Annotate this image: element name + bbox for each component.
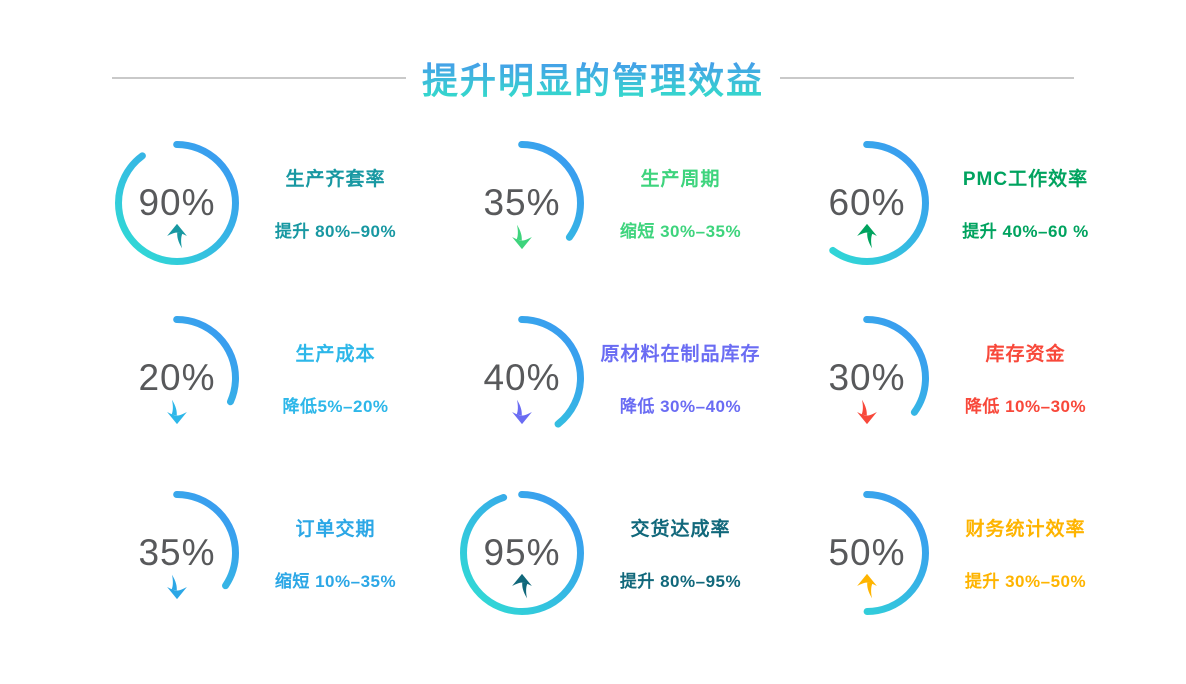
trend-down-icon: [512, 224, 532, 249]
trend-down-icon: [167, 399, 187, 424]
gauge-card: 40% 原材料在制品库存 降低 30%–40%: [457, 290, 802, 465]
trend-up-icon: [857, 573, 877, 598]
gauge-dial: 95%: [457, 488, 587, 618]
gauge-info: 交货达成率 提升 80%–95%: [589, 514, 802, 592]
metric-range: 提升 80%–95%: [619, 571, 742, 591]
metric-label: 生产齐套率: [285, 168, 386, 190]
gauge-info: 生产周期 缩短 30%–35%: [589, 164, 802, 242]
header-rule-left: [112, 77, 406, 79]
gauge-info: 生产成本 降低5%–20%: [244, 339, 457, 417]
gauge-percent-value: 35%: [138, 531, 216, 573]
gauge-percent-value: 35%: [483, 181, 561, 223]
gauge-percent-value: 60%: [828, 181, 906, 223]
metric-label: 交货达成率: [630, 518, 731, 540]
gauge-ring: [115, 315, 239, 440]
metric-range: 提升 30%–50%: [964, 571, 1087, 591]
metric-label: 财务统计效率: [965, 518, 1086, 540]
gauge-dial: 35%: [112, 488, 242, 618]
trend-down-icon: [857, 399, 877, 424]
metric-label: 生产成本: [295, 343, 376, 365]
metric-label: PMC工作效率: [962, 168, 1089, 190]
metric-range: 缩短 30%–35%: [619, 221, 742, 241]
gauge-info: 库存资金 降低 10%–30%: [934, 339, 1147, 417]
gauge-info: 财务统计效率 提升 30%–50%: [934, 514, 1147, 592]
gauge-grid: 90% 生产齐套率 提升 80%–90% 35%: [112, 115, 1147, 640]
gauge-card: 35% 生产周期 缩短 30%–35%: [457, 115, 802, 290]
gauge-dial: 30%: [802, 313, 932, 443]
metric-range: 提升 80%–90%: [274, 221, 397, 241]
gauge-ring: [805, 490, 929, 615]
gauge-card: 35% 订单交期 缩短 10%–35%: [112, 465, 457, 640]
metric-range: 提升 40%–60 %: [962, 221, 1089, 241]
gauge-dial: 20%: [112, 313, 242, 443]
gauge-percent-value: 30%: [828, 356, 906, 398]
trend-up-icon: [512, 573, 532, 598]
gauge-dial: 50%: [802, 488, 932, 618]
gauge-info: 原材料在制品库存 降低 30%–40%: [589, 339, 802, 417]
gauge-percent-value: 20%: [138, 356, 216, 398]
slide-header: 提升明显的管理效益: [112, 52, 1075, 104]
metric-range: 缩短 10%–35%: [274, 571, 397, 591]
gauge-ring: [115, 140, 239, 265]
metric-label: 生产周期: [640, 168, 721, 190]
gauge-card: 30% 库存资金 降低 10%–30%: [802, 290, 1147, 465]
trend-down-icon: [167, 574, 187, 599]
metric-range: 降低 30%–40%: [619, 396, 742, 416]
gauge-info: 订单交期 缩短 10%–35%: [244, 514, 457, 592]
gauge-percent-value: 95%: [483, 531, 561, 573]
gauge-card: 20% 生产成本 降低5%–20%: [112, 290, 457, 465]
gauge-percent-value: 90%: [138, 181, 216, 223]
metric-label: 原材料在制品库存: [600, 343, 761, 365]
metric-label: 库存资金: [985, 343, 1066, 365]
trend-up-icon: [167, 223, 187, 248]
gauge-card: 95% 交货达成率 提升 80%–95%: [457, 465, 802, 640]
gauge-info: PMC工作效率 提升 40%–60 %: [934, 164, 1147, 242]
gauge-ring: [460, 140, 584, 265]
gauge-dial: 90%: [112, 138, 242, 268]
gauge-percent-value: 50%: [828, 531, 906, 573]
gauge-dial: 35%: [457, 138, 587, 268]
gauge-ring: [805, 315, 929, 440]
gauge-card: 90% 生产齐套率 提升 80%–90%: [112, 115, 457, 290]
gauge-dial: 60%: [802, 138, 932, 268]
trend-up-icon: [857, 223, 877, 248]
gauge-ring: [115, 490, 239, 615]
metric-range: 降低5%–20%: [282, 396, 389, 416]
page-title: 提升明显的管理效益: [422, 52, 764, 104]
trend-down-icon: [512, 399, 532, 424]
gauge-info: 生产齐套率 提升 80%–90%: [244, 164, 457, 242]
gauge-card: 50% 财务统计效率 提升 30%–50%: [802, 465, 1147, 640]
gauge-dial: 40%: [457, 313, 587, 443]
gauge-card: 60% PMC工作效率 提升 40%–60 %: [802, 115, 1147, 290]
gauge-ring: [460, 315, 584, 440]
metric-range: 降低 10%–30%: [964, 396, 1087, 416]
gauge-ring: [805, 140, 929, 265]
gauge-percent-value: 40%: [483, 356, 561, 398]
header-rule-right: [780, 77, 1075, 79]
metric-label: 订单交期: [295, 518, 376, 540]
gauge-ring: [460, 490, 584, 615]
